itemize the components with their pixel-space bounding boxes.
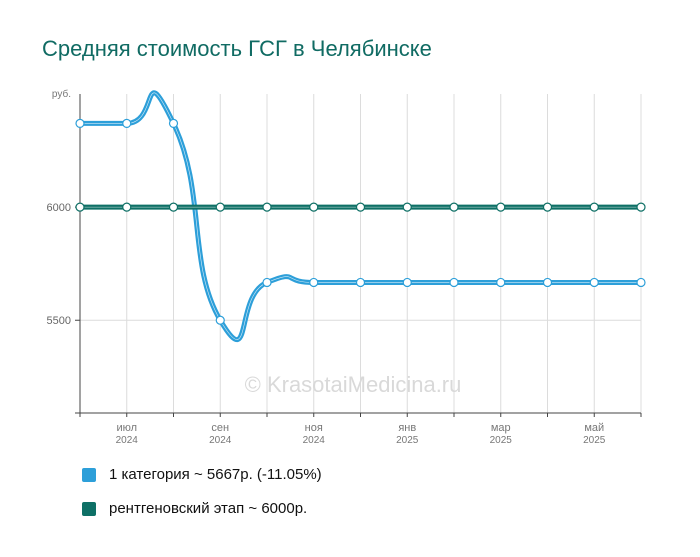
series-category-1 (75, 90, 646, 342)
data-point (75, 202, 85, 212)
x-tick-label-year: 2025 (490, 435, 513, 446)
data-point (355, 277, 366, 288)
legend-swatch (82, 501, 96, 516)
x-tick-label-year: 2025 (396, 435, 419, 446)
chart-title: Средняя стоимость ГСГ в Челябинске (42, 36, 432, 61)
x-tick-label-year: 2025 (583, 435, 606, 446)
data-point (542, 202, 553, 212)
data-point (168, 202, 179, 212)
x-tick-label-year: 2024 (303, 435, 326, 446)
data-point (449, 202, 459, 212)
x-tick-label-month: янв (398, 422, 416, 434)
y-unit-label: руб. (52, 88, 71, 100)
axes (75, 94, 642, 417)
legend-label: рентгеновский этап ~ 6000р. (109, 500, 308, 517)
data-point (542, 277, 553, 288)
legend-item-xray: рентгеновский этап ~ 6000р. (82, 500, 307, 517)
legend-label: 1 категория ~ 5667р. (-11.05%) (109, 466, 322, 483)
data-point (168, 118, 179, 129)
data-point (449, 277, 459, 288)
x-tick-label-year: 2024 (209, 435, 232, 446)
data-point (402, 202, 412, 212)
x-tick-label-month: ноя (305, 422, 323, 434)
x-tick-label-month: мар (491, 422, 511, 434)
data-point (355, 202, 366, 212)
x-tick-label-month: май (584, 422, 604, 434)
data-point (636, 202, 646, 212)
x-tick-label-month: июл (116, 422, 137, 434)
data-point (636, 277, 646, 288)
data-point (589, 202, 599, 212)
y-tick-label: 6000 (47, 202, 71, 214)
data-point (402, 277, 412, 288)
data-point (122, 118, 132, 129)
legend-swatch (82, 467, 96, 482)
x-tick-label-month: сен (211, 422, 229, 434)
data-point (75, 118, 85, 129)
series-layer (75, 90, 646, 342)
data-point (496, 202, 506, 212)
data-point (215, 315, 225, 325)
data-point (309, 277, 319, 288)
data-point (122, 202, 132, 212)
data-point (262, 202, 272, 212)
data-point (215, 202, 225, 212)
legend-item-category: 1 категория ~ 5667р. (-11.05%) (82, 466, 322, 483)
watermark: © KrasotaiMedicina.ru (245, 372, 462, 397)
series-xray-stage (75, 202, 646, 212)
x-tick-label-year: 2024 (116, 435, 139, 446)
y-tick-label: 5500 (47, 315, 71, 327)
data-point (496, 277, 506, 288)
tick-labels: 60005500руб.июл2024сен2024ноя2024янв2025… (47, 88, 606, 446)
data-point (589, 277, 599, 288)
data-point (262, 277, 272, 288)
data-point (309, 202, 319, 212)
grid-lines (79, 94, 642, 413)
